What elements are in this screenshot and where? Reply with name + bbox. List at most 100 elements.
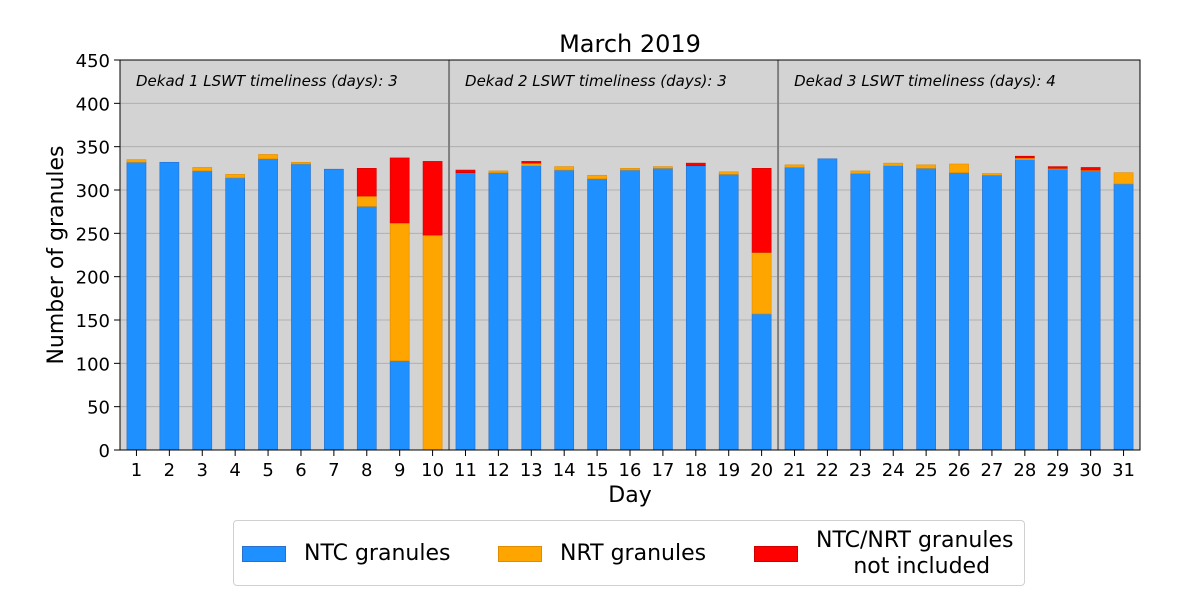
bar-segment	[751, 313, 772, 451]
x-tick-label: 4	[229, 460, 240, 481]
bar-segment	[1014, 159, 1035, 451]
bar-segment	[1113, 172, 1134, 185]
bar-segment	[587, 178, 607, 451]
bar-segment	[258, 154, 278, 160]
legend-item-not-included: NTC/NRT granules not included	[754, 521, 1013, 587]
dekad-annotation: Dekad 2 LSWT timeliness (days): 3	[465, 72, 727, 90]
y-axis-label: Number of granules	[44, 145, 69, 364]
x-tick-label: 23	[849, 460, 872, 481]
y-tick-label: 100	[76, 354, 110, 375]
chart: March 2019 Dekad 1 LSWT timeliness (days…	[44, 30, 1141, 508]
x-tick-label: 12	[487, 460, 510, 481]
bar-segment	[685, 165, 706, 451]
dekad-annotation: Dekad 1 LSWT timeliness (days): 3	[136, 72, 398, 90]
bar-segment	[751, 252, 772, 315]
bar-segment	[1047, 166, 1068, 169]
x-tick-label: 3	[197, 460, 208, 481]
x-tick-label: 21	[783, 460, 806, 481]
bar-segment	[258, 158, 278, 451]
dekad-annotation: Dekad 3 LSWT timeliness (days): 4	[794, 72, 1056, 90]
bar-segment	[883, 165, 904, 451]
bar-segment	[192, 170, 213, 451]
bar-segment	[949, 172, 969, 451]
legend: NTC granules NRT granules NTC/NRT granul…	[233, 520, 1025, 586]
bar-segment	[488, 170, 509, 173]
x-tick-label: 2	[164, 460, 175, 481]
bar-segment	[225, 174, 246, 179]
bar-segment	[521, 165, 542, 451]
x-tick-label: 25	[915, 460, 938, 481]
bar-segment	[1047, 168, 1068, 451]
bar-segment	[126, 161, 147, 451]
x-axis-ticks: 1 2 3 4 5 6 7 8 9 10 11 12 13 14 15 16 17 18 19 20 21 22 23 24 2…	[131, 450, 1135, 481]
bar-segment	[587, 174, 607, 180]
bar-segment	[620, 168, 640, 171]
bar-segment	[982, 173, 1002, 176]
x-tick-label: 24	[882, 460, 905, 481]
bar-segment	[488, 172, 509, 451]
bar-segment	[916, 168, 936, 451]
x-tick-label: 9	[394, 460, 405, 481]
bar-segment	[554, 166, 575, 171]
x-tick-label: 7	[328, 460, 339, 481]
bar-segment	[192, 167, 213, 172]
chart-title: March 2019	[559, 30, 701, 58]
x-tick-label: 30	[1079, 460, 1102, 481]
dekad-dividers	[448, 60, 780, 450]
bar-segment	[521, 161, 542, 164]
bar-segment	[422, 234, 443, 451]
bar-segment	[850, 170, 871, 174]
bar-segment	[554, 169, 575, 451]
bar-segment	[620, 169, 640, 451]
x-tick-label: 5	[262, 460, 273, 481]
legend-swatch-nrt	[498, 546, 542, 562]
x-tick-label: 14	[553, 460, 576, 481]
x-tick-label: 8	[361, 460, 372, 481]
y-tick-label: 200	[76, 268, 110, 289]
bar-segment	[949, 163, 969, 173]
bar-segment	[455, 172, 476, 451]
bar-segment	[1080, 170, 1101, 451]
x-tick-label: 1	[131, 460, 142, 481]
bar-segment	[883, 162, 904, 167]
bar-segment	[817, 158, 838, 451]
bar-segment	[159, 161, 180, 451]
y-tick-label: 0	[99, 441, 110, 462]
bar-segment	[356, 206, 377, 451]
x-tick-label: 15	[586, 460, 609, 481]
x-tick-label: 27	[980, 460, 1003, 481]
bar-segment	[455, 169, 476, 173]
x-tick-label: 11	[454, 460, 477, 481]
x-tick-label: 6	[295, 460, 306, 481]
x-tick-label: 22	[816, 460, 839, 481]
x-tick-label: 17	[651, 460, 674, 481]
bar-segment	[389, 222, 410, 362]
bar-segment	[291, 163, 311, 451]
bar-segment	[653, 166, 673, 169]
legend-swatch-ntc	[242, 546, 286, 562]
bar-segment	[751, 168, 772, 253]
bar-segment	[356, 168, 377, 197]
y-tick-label: 450	[76, 51, 110, 72]
bar-segment	[126, 159, 147, 163]
bar-segment	[521, 162, 542, 167]
bar-segment	[784, 167, 805, 451]
x-tick-label: 20	[750, 460, 773, 481]
legend-swatch-not-included	[754, 546, 798, 562]
y-tick-label: 250	[76, 224, 110, 245]
bar-segment	[982, 174, 1002, 451]
legend-label-not-included: NTC/NRT granules not included	[816, 528, 1014, 579]
annotations: Dekad 1 LSWT timeliness (days): 3 Dekad 2…	[136, 72, 1056, 90]
x-axis-label: Day	[608, 483, 651, 508]
bar-segment	[718, 171, 739, 175]
x-tick-label: 13	[520, 460, 543, 481]
legend-item-ntc: NTC granules	[242, 521, 450, 587]
bar-segment	[225, 177, 246, 451]
bar-segment	[422, 161, 443, 236]
x-tick-label: 28	[1013, 460, 1036, 481]
bar-segment	[1080, 167, 1101, 171]
bar-segment	[784, 164, 805, 168]
y-axis-ticks: 0 50 100 150 200 250 300 350 400 450	[76, 51, 120, 462]
bar-segment	[916, 164, 936, 169]
y-tick-label: 350	[76, 138, 110, 159]
